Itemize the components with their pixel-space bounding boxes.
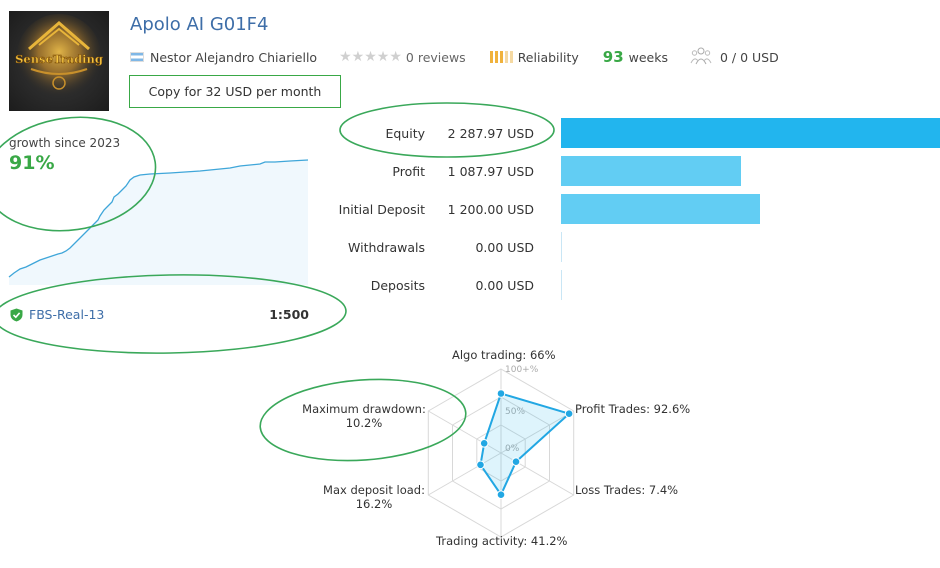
radar-point — [511, 457, 521, 467]
star-icon: ★ — [389, 49, 402, 65]
rating-stars: ★ ★ ★ ★ ★ — [339, 50, 402, 64]
radar-metric-label: Maximum drawdown: 10.2% — [299, 402, 429, 430]
financial-bar-empty — [561, 270, 562, 300]
financial-value: 0.00 USD — [475, 278, 534, 293]
financial-bar — [561, 156, 741, 186]
radar-metric-label: Loss Trades: 7.4% — [575, 483, 678, 497]
radar-point — [496, 490, 506, 500]
star-icon: ★ — [376, 49, 390, 65]
financial-bar-empty — [561, 232, 562, 262]
radar-axis — [500, 410, 574, 454]
star-icon: ★ — [339, 49, 352, 65]
radar-area — [479, 392, 572, 497]
star-icon: ★ — [364, 49, 377, 65]
radar-metric-label: Profit Trades: 92.6% — [575, 402, 690, 416]
radar-tick-label: 0% — [505, 444, 520, 454]
financial-label: Initial Deposit — [338, 202, 425, 217]
signal-logo: SenseTrading — [9, 11, 109, 111]
financial-label: Profit — [392, 164, 425, 179]
weeks-count: 93 — [602, 48, 624, 66]
radar-point — [496, 389, 506, 398]
logo-wordmark: SenseTrading — [15, 52, 103, 66]
radar-metric-name: Profit Trades: 92.6% — [575, 402, 691, 416]
radar-metric-name: Max deposit load: — [323, 483, 425, 497]
radar-metric-label: Max deposit load: 16.2% — [319, 483, 429, 511]
radar-metric-value: 10.2% — [345, 416, 383, 430]
financial-value: 0.00 USD — [475, 240, 534, 255]
radar-point — [564, 409, 574, 419]
financial-label: Withdrawals — [348, 240, 425, 255]
radar-point — [479, 439, 489, 448]
radar-tick-label: 50% — [505, 407, 525, 417]
radar-metric-value: 16.2% — [355, 497, 393, 511]
radar-metric-name: Trading activity: 41.2% — [436, 534, 568, 548]
signal-meta-row: Nestor Alejandro Chiariello ★ ★ ★ ★ ★ 0 … — [130, 47, 779, 68]
financial-value: 1 087.97 USD — [447, 164, 534, 179]
argentina-flag-icon — [130, 52, 144, 62]
author-link[interactable]: Nestor Alejandro Chiariello — [150, 49, 318, 65]
sense-trading-logo-art: SenseTrading — [15, 14, 103, 98]
radar-axis — [428, 452, 502, 496]
reliability-label: Reliability — [517, 49, 579, 65]
financial-value: 1 200.00 USD — [447, 202, 534, 217]
radar-metric-label: Algo trading: 66% — [452, 348, 556, 362]
radar-point — [476, 460, 485, 470]
copy-subscribe-button[interactable]: Copy for 32 USD per month — [129, 75, 341, 108]
reliability-icon — [489, 51, 513, 63]
financial-bar — [561, 194, 760, 224]
radar-tick-label: 100+% — [505, 365, 539, 375]
radar-metric-name: Loss Trades: 7.4% — [575, 483, 679, 497]
financial-bar — [561, 118, 940, 148]
weeks-label: weeks — [628, 49, 668, 65]
subscribers-value: 0 / 0 USD — [720, 49, 779, 65]
signal-title[interactable]: Apolo AI G01F4 — [130, 14, 269, 35]
radar-metric-name: Algo trading: 66% — [452, 348, 556, 362]
reviews-link[interactable]: 0 reviews — [405, 49, 466, 65]
radar-metric-label: Trading activity: 41.2% — [436, 534, 567, 548]
radar-metric-name: Maximum drawdown: — [302, 402, 426, 416]
financial-label: Deposits — [370, 278, 425, 293]
star-icon: ★ — [351, 49, 365, 65]
subscribers-icon — [690, 47, 712, 68]
